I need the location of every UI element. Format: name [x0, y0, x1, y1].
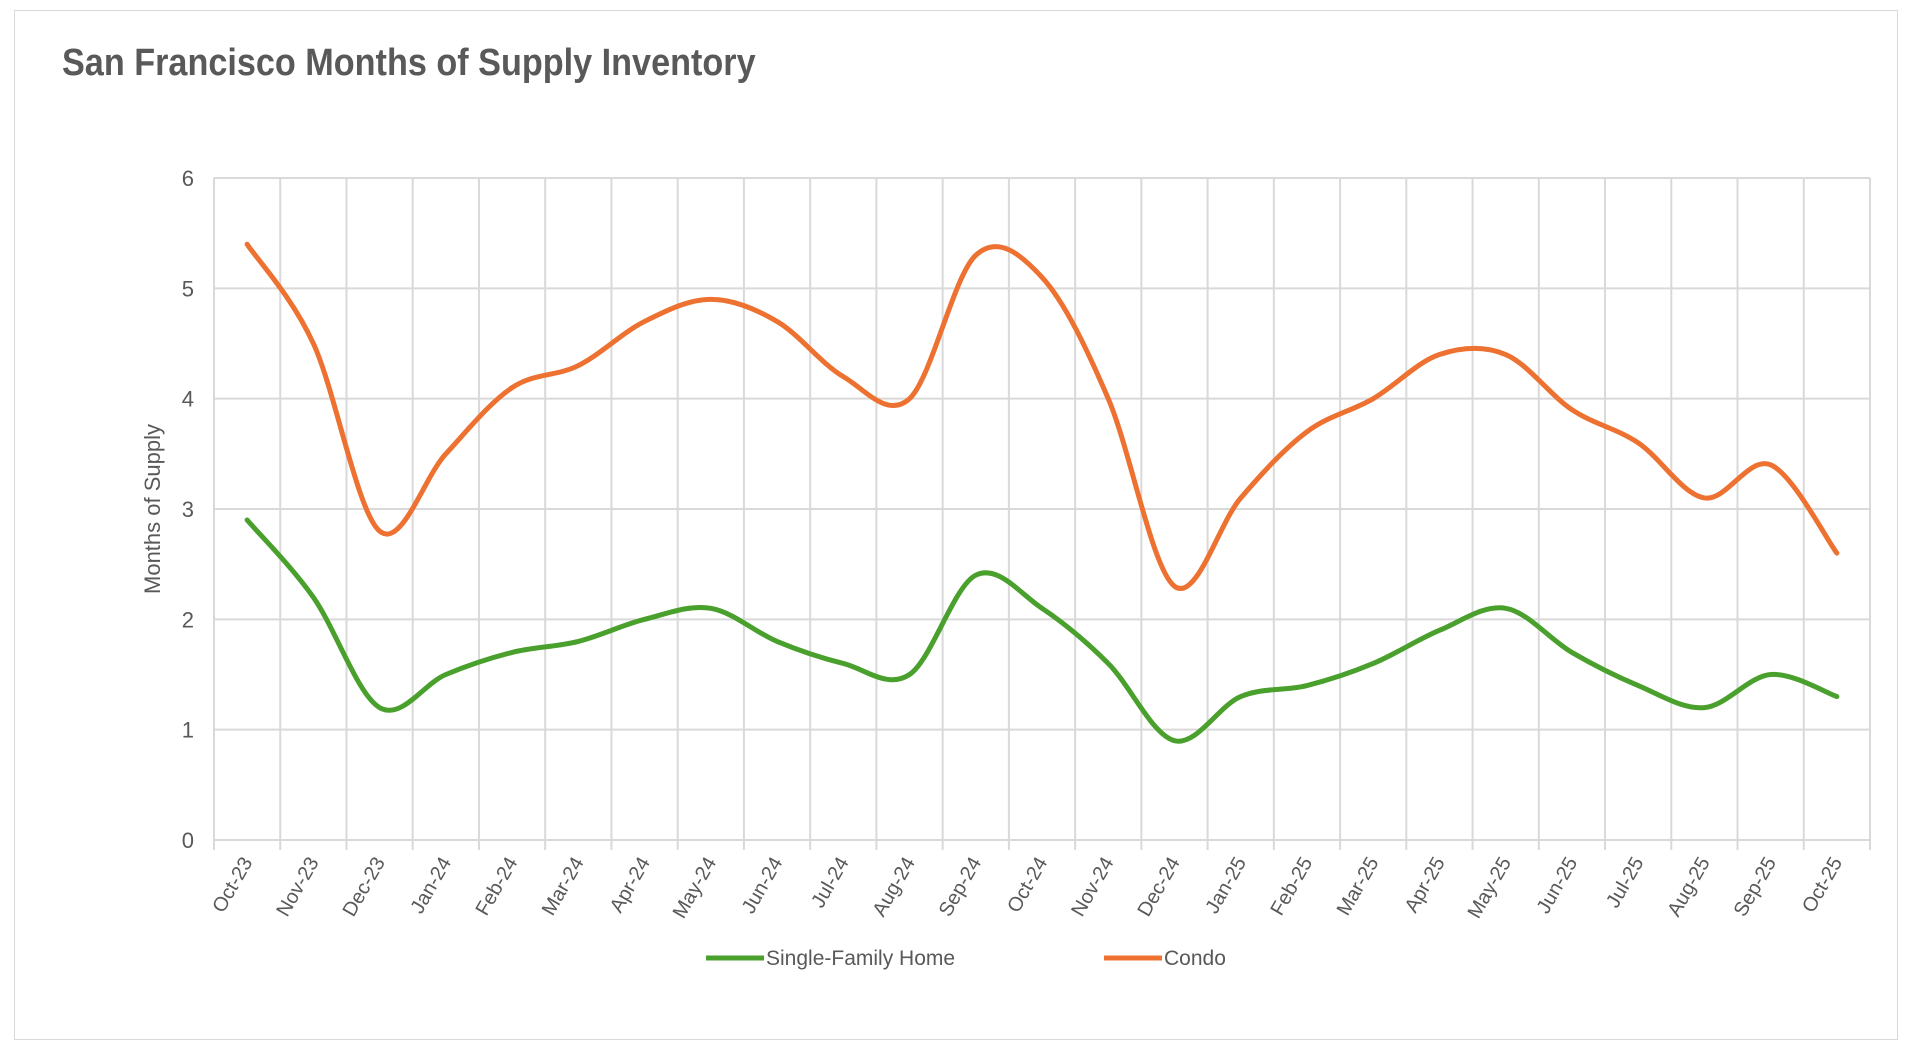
- x-tick-label: Aug-25: [1663, 854, 1714, 921]
- x-tick-label: Aug-24: [869, 854, 920, 921]
- y-tick-label: 6: [182, 166, 194, 191]
- x-tick-label: Feb-24: [472, 854, 523, 920]
- legend-label: Single-Family Home: [766, 947, 955, 970]
- y-tick-label: 0: [182, 828, 194, 853]
- y-tick-label: 3: [182, 497, 194, 522]
- legend-label: Condo: [1164, 947, 1226, 970]
- y-tick-label: 4: [182, 387, 194, 412]
- x-tick-label: Nov-24: [1067, 854, 1118, 921]
- x-tick-label: Oct-25: [1798, 854, 1847, 917]
- x-tick-label: Jun-24: [738, 854, 788, 918]
- x-tick-label: Sep-25: [1730, 854, 1781, 921]
- x-tick-label: Jan-25: [1201, 854, 1251, 918]
- x-tick-label: Mar-25: [1333, 854, 1384, 920]
- x-tick-label: Dec-24: [1134, 854, 1185, 921]
- x-tick-label: Jan-24: [407, 854, 457, 918]
- x-tick-label: Apr-24: [606, 854, 655, 917]
- y-tick-label: 5: [182, 276, 194, 301]
- x-tick-label: Jul-25: [1602, 854, 1648, 912]
- x-tick-label: May-24: [669, 854, 721, 923]
- x-tick-label: Mar-24: [538, 854, 589, 920]
- x-tick-label: Jul-24: [807, 854, 853, 912]
- y-tick-label: 2: [182, 607, 194, 632]
- x-tick-label: Oct-23: [208, 854, 257, 917]
- x-tick-label: Nov-23: [272, 854, 323, 921]
- series-line-condo: [244, 241, 1840, 591]
- x-tick-label: May-25: [1464, 854, 1516, 923]
- x-tick-label: Feb-25: [1267, 854, 1318, 920]
- x-tick-label: Sep-24: [935, 854, 986, 921]
- chart-card: [14, 10, 1898, 1040]
- y-tick-label: 1: [182, 718, 194, 743]
- x-tick-label: Apr-25: [1401, 854, 1450, 917]
- x-tick-label: Jun-25: [1533, 854, 1583, 918]
- chart-title: San Francisco Months of Supply Inventory: [62, 42, 756, 84]
- series-line-single-family-home: [244, 517, 1840, 744]
- y-axis-label: Months of Supply: [140, 424, 165, 594]
- x-tick-label: Dec-23: [339, 854, 390, 921]
- x-tick-label: Oct-24: [1003, 854, 1052, 917]
